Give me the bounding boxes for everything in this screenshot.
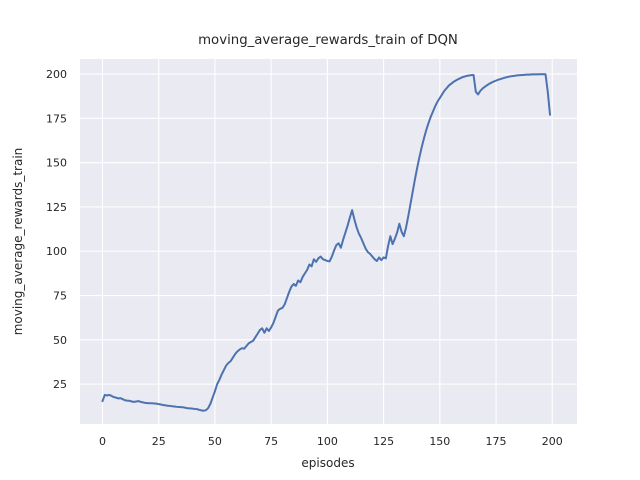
x-tick-label: 100: [317, 435, 338, 448]
y-tick-label: 50: [53, 334, 67, 347]
y-tick-label: 100: [46, 245, 67, 258]
x-tick-label: 25: [152, 435, 166, 448]
x-axis-label: episodes: [301, 456, 354, 470]
x-tick-label: 0: [99, 435, 106, 448]
chart-title: moving_average_rewards_train of DQN: [198, 33, 458, 48]
dqn-reward-line: [101, 73, 552, 412]
x-tick-label: 200: [542, 435, 563, 448]
x-tick-label: 175: [486, 435, 507, 448]
y-tick-label: 75: [53, 290, 67, 303]
grid-group: [80, 59, 577, 424]
x-tick-label: 150: [429, 435, 450, 448]
y-axis-label: moving_average_rewards_train: [11, 148, 25, 336]
x-tick-label: 125: [373, 435, 394, 448]
y-tick-labels: 25 50 75 100 125 150 175 200: [46, 68, 67, 391]
y-tick-label: 25: [53, 378, 67, 391]
axes-background: [80, 59, 577, 424]
y-tick-label: 200: [46, 68, 67, 81]
x-tick-labels: 0 25 50 75 100 125 150 175 200: [99, 435, 563, 448]
x-tick-label: 75: [264, 435, 278, 448]
y-tick-label: 125: [46, 201, 67, 214]
y-tick-label: 175: [46, 112, 67, 125]
x-tick-label: 50: [208, 435, 222, 448]
y-tick-label: 150: [46, 157, 67, 170]
